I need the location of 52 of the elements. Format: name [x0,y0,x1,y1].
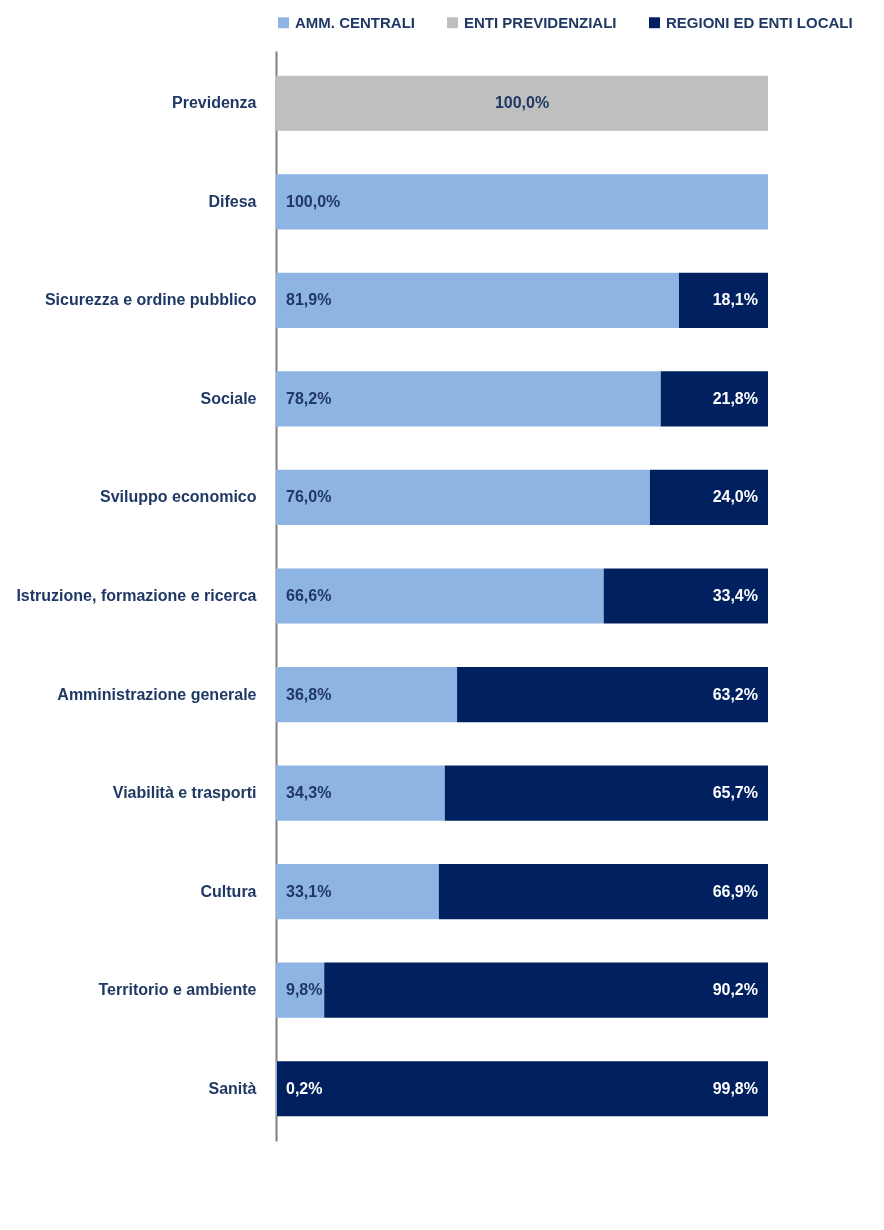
data-label: 33,1% [286,882,332,900]
bar [276,371,661,427]
y-tick-label: Territorio e ambiente [98,981,257,999]
bar [276,272,679,328]
data-label: 66,9% [712,882,758,900]
data-label: 100,0% [286,192,341,210]
bar [660,371,768,427]
y-tick-label: Sanità [208,1079,257,1097]
y-tick-label: Sociale [200,389,257,407]
bar [649,469,768,526]
legend-label: AMM. CENTRALI [295,13,415,31]
legend-label: REGIONI ED ENTI LOCALI [666,13,853,31]
data-label: 100,0% [494,94,550,112]
bar [276,75,768,131]
y-tick-label: Amministrazione generale [57,685,257,703]
data-label: 99,8% [712,1079,758,1097]
y-tick-label: Viabilità e trasporti [112,784,257,802]
bar [276,568,604,624]
data-label: 34,3% [286,784,332,802]
data-label: 9,8% [286,981,323,999]
data-label: 33,4% [712,587,758,604]
bar [276,666,458,723]
data-label: 90,2% [712,981,758,999]
bar [438,864,768,920]
y-tick-label: Previdenza [172,94,257,112]
bar [444,765,768,821]
data-label: 65,7% [712,784,758,802]
data-label: 78,2% [286,389,332,407]
data-label: 21,8% [712,389,758,407]
bar [324,962,768,1018]
legend-label: ENTI PREVIDENZIALI [464,13,617,31]
y-tick-label: Cultura [200,882,257,900]
data-label: 63,2% [712,685,758,703]
bar [276,469,650,526]
y-tick-label: Istruzione, formazione e ricerca [16,587,257,604]
data-label: 0,2% [286,1079,323,1097]
data-label: 36,8% [286,685,332,703]
data-label: 18,1% [712,291,758,309]
bar [603,568,768,624]
data-label: 66,6% [286,587,332,604]
bar [276,765,445,821]
bar [276,864,439,920]
bar [457,666,768,723]
y-tick-label: Sicurezza e ordine pubblico [44,291,257,309]
bar [276,174,768,230]
data-label: 24,0% [712,488,758,506]
bar [276,1061,768,1117]
bar [678,272,768,328]
y-tick-label: Sviluppo economico [100,488,257,506]
data-label: 81,9% [286,291,332,309]
y-tick-label: Difesa [208,192,257,210]
data-label: 76,0% [286,488,332,506]
